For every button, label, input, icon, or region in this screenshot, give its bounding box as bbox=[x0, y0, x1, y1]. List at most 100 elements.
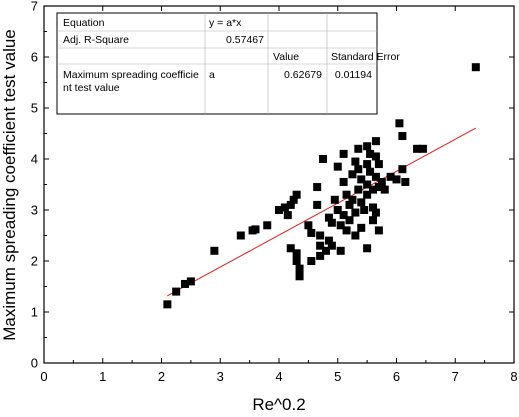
x-tick-label: 5 bbox=[334, 369, 341, 384]
data-point bbox=[210, 246, 219, 255]
y-tick-label: 6 bbox=[31, 50, 38, 65]
data-point bbox=[289, 195, 298, 204]
x-axis-title: Re^0.2 bbox=[252, 395, 305, 414]
data-point bbox=[392, 175, 401, 184]
data-point bbox=[327, 241, 336, 250]
data-points bbox=[163, 63, 480, 309]
y-tick-label: 3 bbox=[31, 203, 38, 218]
data-point bbox=[398, 165, 407, 174]
x-tick-label: 6 bbox=[393, 369, 400, 384]
data-point bbox=[351, 157, 360, 166]
data-point bbox=[186, 277, 195, 286]
equation-value: y = a*x bbox=[209, 17, 242, 29]
data-point bbox=[236, 231, 245, 240]
data-point bbox=[348, 195, 357, 204]
data-point bbox=[181, 279, 189, 288]
data-point bbox=[369, 216, 377, 225]
data-point bbox=[366, 167, 375, 176]
data-point bbox=[322, 246, 330, 255]
data-point bbox=[295, 264, 304, 273]
data-point bbox=[366, 149, 375, 158]
data-point bbox=[371, 137, 380, 146]
data-point bbox=[369, 185, 377, 194]
data-point bbox=[339, 211, 348, 220]
parameter-value: 0.62679 bbox=[284, 69, 322, 81]
data-point bbox=[351, 208, 360, 217]
data-point bbox=[275, 206, 283, 214]
data-point bbox=[363, 142, 372, 151]
x-tick-label: 1 bbox=[99, 369, 106, 384]
data-point bbox=[292, 257, 301, 265]
data-point bbox=[339, 149, 348, 158]
x-tick-label: 0 bbox=[40, 369, 47, 384]
y-axis-title: Maximum spreading coefficient test value bbox=[0, 29, 19, 341]
data-point bbox=[324, 213, 333, 222]
fit-statistics-table: Equation y = a*x Adj. R-Square 0.57467 V… bbox=[56, 12, 400, 115]
parameter-name-line2: nt test value bbox=[63, 82, 120, 94]
data-point bbox=[418, 144, 427, 153]
data-point bbox=[330, 195, 339, 204]
x-tick-label: 4 bbox=[275, 369, 282, 384]
data-point bbox=[380, 185, 389, 194]
axis-ticks: 0 1 2 3 4 5 6 7 8 0 1 2 3 4 5 6 7 bbox=[31, 0, 518, 384]
data-point bbox=[304, 221, 313, 230]
x-tick-label: 8 bbox=[510, 369, 517, 384]
y-tick-label: 7 bbox=[31, 0, 38, 14]
x-tick-label: 3 bbox=[217, 369, 224, 384]
data-point bbox=[172, 287, 181, 296]
x-tick-label: 2 bbox=[158, 369, 165, 384]
y-tick-label: 1 bbox=[31, 305, 38, 320]
data-point bbox=[339, 177, 348, 186]
data-point bbox=[324, 236, 333, 245]
data-point bbox=[374, 160, 383, 169]
data-point bbox=[319, 155, 328, 163]
data-point bbox=[342, 226, 351, 235]
data-point bbox=[295, 272, 304, 281]
data-point bbox=[292, 190, 301, 199]
parameter-stderr: 0.01194 bbox=[335, 69, 372, 81]
data-point bbox=[354, 185, 363, 194]
fit-line bbox=[167, 127, 477, 297]
data-point bbox=[386, 172, 395, 181]
data-point bbox=[327, 218, 336, 227]
data-point bbox=[316, 251, 325, 260]
adj-r-square-label: Adj. R-Square bbox=[63, 34, 129, 46]
data-point bbox=[357, 198, 366, 207]
data-point bbox=[307, 257, 316, 265]
data-point bbox=[345, 200, 354, 209]
value-column-header: Value bbox=[273, 51, 299, 63]
data-point bbox=[351, 231, 360, 240]
x-tick-label: 7 bbox=[452, 369, 459, 384]
data-point bbox=[163, 300, 172, 309]
data-point bbox=[354, 165, 363, 174]
data-point bbox=[280, 203, 289, 212]
data-point bbox=[401, 177, 410, 186]
data-point bbox=[251, 225, 260, 234]
fit-line-layer bbox=[167, 127, 477, 297]
y-tick-label: 4 bbox=[31, 152, 38, 167]
parameter-name-line1: Maximum spreading coefficie bbox=[63, 69, 199, 81]
data-point bbox=[283, 211, 292, 220]
data-point bbox=[354, 144, 363, 153]
y-tick-label: 5 bbox=[31, 101, 38, 116]
equation-label: Equation bbox=[63, 17, 105, 29]
data-point bbox=[363, 244, 372, 253]
data-point bbox=[307, 228, 316, 237]
data-point bbox=[357, 175, 366, 184]
data-point bbox=[336, 221, 345, 230]
data-point bbox=[371, 152, 380, 161]
data-point bbox=[471, 63, 480, 72]
data-point bbox=[371, 172, 380, 181]
data-point bbox=[398, 132, 407, 141]
data-point bbox=[345, 216, 354, 225]
data-point bbox=[313, 183, 322, 192]
data-point bbox=[369, 203, 377, 212]
parameter-symbol: a bbox=[209, 69, 215, 81]
adj-r-square-value: 0.57467 bbox=[226, 34, 264, 46]
data-point bbox=[413, 144, 422, 153]
data-point bbox=[342, 190, 351, 199]
data-point bbox=[357, 223, 366, 232]
data-point bbox=[360, 206, 369, 214]
data-point bbox=[377, 177, 386, 186]
